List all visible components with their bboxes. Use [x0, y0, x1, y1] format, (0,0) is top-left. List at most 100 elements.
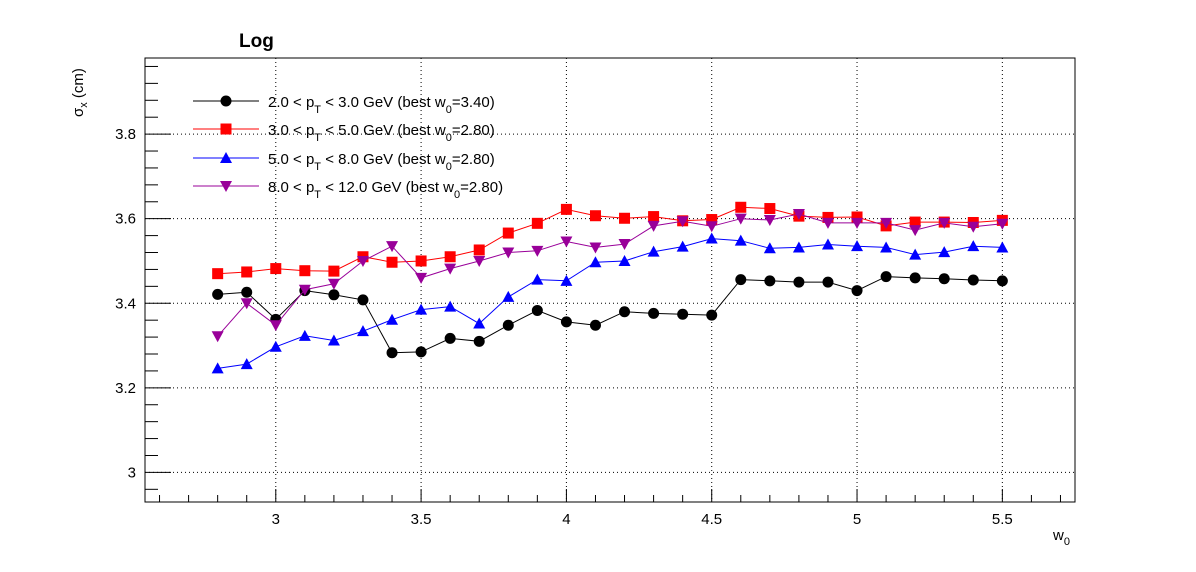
x-tick-label: 4	[562, 511, 570, 528]
series-3-point	[938, 246, 951, 258]
series-1-point	[386, 347, 398, 359]
series-3-point	[851, 240, 864, 252]
x-tick-label: 5	[853, 511, 861, 528]
legend-label-pre: 8.0 < p	[268, 179, 314, 196]
y-tick-label: 3	[128, 464, 136, 481]
legend-marker	[220, 181, 232, 192]
series-4-point	[298, 284, 311, 296]
series-1-line	[217, 276, 1003, 354]
legend-label-pre: 2.0 < p	[268, 94, 314, 111]
legend-label-pre: 5.0 < p	[268, 151, 314, 168]
axis-layer: 3 3.5 4 4.5 5 5.5 3 3.2 3.4 3.6 3.8	[115, 65, 1061, 528]
series-3-point	[792, 241, 805, 253]
series-1-point	[589, 319, 601, 331]
series-3-point	[880, 241, 893, 253]
x-tick-label: 3	[272, 511, 280, 528]
legend-label: 2.0 < pT < 3.0 GeV (best w0=3.40)	[268, 94, 495, 116]
series-3-point	[211, 362, 224, 374]
series-3-point	[589, 256, 602, 268]
series-2-point	[531, 217, 543, 229]
y-axis-title: σx (cm)	[70, 68, 90, 117]
series-2-point	[706, 214, 718, 226]
chart-title: Log	[239, 31, 274, 52]
y-tick-label: 3.6	[115, 211, 136, 228]
series-2-point	[764, 203, 776, 215]
series-1-point	[880, 271, 892, 283]
series-4-point	[851, 217, 864, 229]
series-2-point	[502, 227, 514, 239]
x-tick-label: 4.5	[701, 511, 722, 528]
series-3-line	[217, 238, 1003, 369]
series-4-point	[647, 220, 660, 232]
series-4-point	[589, 242, 602, 254]
series-3-point	[676, 240, 689, 252]
series-4	[211, 209, 1009, 343]
legend-label: 5.0 < pT < 8.0 GeV (best w0=2.80)	[268, 151, 495, 173]
series-3-point	[909, 248, 922, 260]
series-1-point	[444, 332, 456, 344]
legend-label-sub2: 0	[454, 189, 460, 201]
series-2-point	[619, 212, 631, 224]
series-2-point	[241, 266, 253, 278]
legend-label-sub1: T	[314, 132, 321, 144]
legend-label-mid: < 8.0 GeV (best w	[321, 151, 446, 168]
series-4-point	[676, 216, 689, 228]
series-layer	[211, 201, 1009, 374]
x-axis-title-sub: 0	[1064, 536, 1070, 548]
series-3-point	[298, 329, 311, 341]
series-1-point	[502, 319, 514, 331]
series-2-point	[822, 211, 834, 223]
series-1-point	[531, 304, 543, 316]
series-2-line	[217, 206, 1003, 275]
series-1-point	[677, 308, 689, 320]
series-4-point	[880, 217, 893, 229]
legend-label: 3.0 < pT < 5.0 GeV (best w0=2.80)	[268, 122, 495, 144]
series-3-point	[356, 325, 369, 337]
y-axis-title-unit: (cm)	[70, 68, 87, 98]
y-axis-title-sub: x	[78, 102, 90, 108]
series-3-point	[705, 232, 718, 244]
series-2-point	[299, 265, 311, 277]
series-4-point	[967, 221, 980, 233]
series-4-point	[415, 272, 428, 284]
series-2-point	[560, 203, 572, 215]
series-3-point	[996, 241, 1009, 253]
series-4-point	[821, 217, 834, 229]
legend-label-sub1: T	[314, 189, 321, 201]
y-axis-title-symbol: σ	[70, 107, 87, 117]
series-3	[211, 232, 1009, 374]
legend-label-pre: 3.0 < p	[268, 122, 314, 139]
series-3-point	[386, 313, 399, 325]
series-3-point	[473, 317, 486, 329]
series-2-point	[589, 210, 601, 222]
legend-entry-3: 5.0 < pT < 8.0 GeV (best w0=2.80)	[193, 151, 495, 173]
series-1-point	[415, 346, 427, 358]
plot-frame	[144, 57, 1076, 503]
grid-layer	[145, 58, 1075, 502]
series-1-point	[851, 285, 863, 297]
series-4-point	[240, 298, 253, 310]
series-4-point	[763, 214, 776, 226]
series-3-point	[327, 334, 340, 346]
legend-label-sub1: T	[314, 161, 321, 173]
legend-label-mid: < 12.0 GeV (best w	[321, 179, 454, 196]
series-2-point	[328, 265, 340, 277]
series-3-point	[560, 274, 573, 286]
series-4-point	[792, 209, 805, 221]
series-1-point	[938, 273, 950, 285]
legend-label-sub2: 0	[446, 132, 452, 144]
series-3-point	[502, 290, 515, 302]
legend-label-sub2: 0	[446, 104, 452, 116]
series-1-point	[909, 272, 921, 284]
legend-label-post: =2.80)	[452, 151, 495, 168]
series-2-point	[648, 211, 660, 223]
legend-label-post: =2.80)	[452, 122, 495, 139]
series-1-point	[706, 309, 718, 321]
series-3-point	[269, 340, 282, 352]
series-4-point	[618, 239, 631, 251]
series-2-point	[415, 255, 427, 267]
series-3-point	[415, 303, 428, 315]
series-4-point	[996, 218, 1009, 230]
series-3-point	[240, 358, 253, 370]
